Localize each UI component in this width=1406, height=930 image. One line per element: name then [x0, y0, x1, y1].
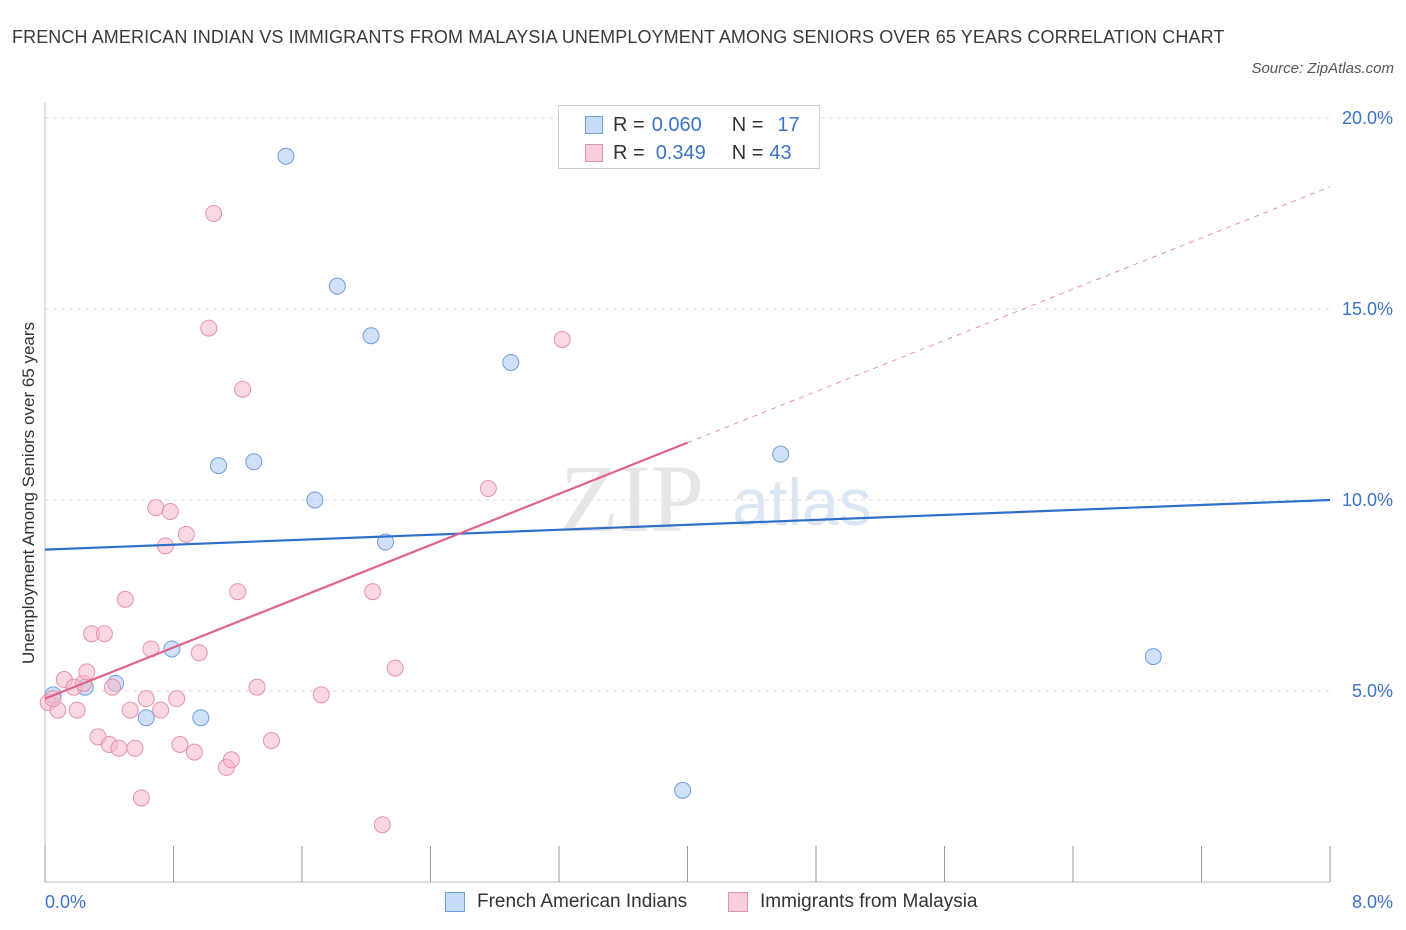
point-immigrants-from-malaysia — [312, 686, 330, 704]
legend-r-value: 0.349 — [655, 141, 706, 164]
legend-swatch-blue — [585, 116, 603, 134]
point-immigrants-from-malaysia — [161, 502, 179, 520]
series-label-blue: French American Indians — [477, 891, 688, 912]
y-tick-label: 20.0% — [1342, 108, 1393, 128]
point-french-american-indians — [306, 491, 324, 509]
point-immigrants-from-malaysia — [132, 789, 150, 807]
point-french-american-indians — [362, 327, 380, 345]
point-french-american-indians — [772, 445, 790, 463]
point-immigrants-from-malaysia — [190, 644, 208, 662]
point-immigrants-from-malaysia — [229, 583, 247, 601]
legend-r-label: R = — [613, 141, 645, 164]
y-tick-label: 10.0% — [1342, 490, 1393, 510]
point-french-american-indians — [1144, 648, 1162, 666]
trend-lines — [44, 186, 1331, 700]
point-immigrants-from-malaysia — [234, 380, 252, 398]
watermark: ZIP atlas — [560, 445, 872, 552]
axes — [44, 103, 1331, 883]
legend-swatch-pink — [585, 144, 603, 162]
point-immigrants-from-malaysia — [126, 739, 144, 757]
point-immigrants-from-malaysia — [147, 499, 165, 517]
watermark-atlas: atlas — [732, 465, 871, 539]
point-immigrants-from-malaysia — [68, 701, 86, 719]
point-immigrants-from-malaysia — [168, 690, 186, 708]
trend-line-immigrants-from-malaysia — [44, 441, 688, 700]
legend-n-label: N = — [731, 113, 764, 136]
point-immigrants-from-malaysia — [177, 525, 195, 543]
point-immigrants-from-malaysia — [200, 319, 218, 337]
legend-r-label: R = — [613, 113, 645, 136]
point-immigrants-from-malaysia — [364, 583, 382, 601]
trend-extension-immigrants-from-malaysia — [687, 186, 1331, 444]
point-french-american-indians — [137, 709, 155, 727]
point-french-american-indians — [209, 457, 227, 475]
point-immigrants-from-malaysia — [205, 205, 223, 222]
legend-row-pink: R = 0.349 N = 43 — [585, 139, 792, 167]
source-label: Source: ZipAtlas.com — [1251, 60, 1394, 77]
series-swatch-pink — [728, 892, 748, 912]
point-french-american-indians — [277, 147, 295, 165]
point-immigrants-from-malaysia — [78, 663, 96, 681]
tick-labels: 5.0% 10.0% 15.0% 20.0% 0.0% 8.0% — [45, 108, 1393, 912]
y-axis-label: Unemployment Among Seniors over 65 years — [19, 322, 38, 664]
point-immigrants-from-malaysia — [95, 625, 113, 643]
trend-line-french-american-indians — [44, 498, 1331, 551]
point-immigrants-from-malaysia — [152, 701, 170, 719]
y-tick-label: 5.0% — [1352, 681, 1393, 701]
point-immigrants-from-malaysia — [103, 678, 121, 696]
point-french-american-indians — [328, 277, 346, 295]
legend-n-value: 17 — [777, 113, 800, 136]
grid-lines — [45, 117, 1330, 692]
point-immigrants-from-malaysia — [171, 735, 189, 753]
point-immigrants-from-malaysia — [110, 739, 128, 757]
x-tick-label: 0.0% — [45, 892, 86, 912]
point-immigrants-from-malaysia — [248, 678, 266, 696]
watermark-zip: ZIP — [560, 445, 704, 552]
point-immigrants-from-malaysia — [553, 331, 571, 349]
x-tick-label: 8.0% — [1352, 892, 1393, 912]
point-french-american-indians — [674, 781, 692, 799]
legend-r-value: 0.060 — [651, 113, 702, 136]
series-legend-pink: Immigrants from Malaysia — [728, 889, 978, 915]
point-immigrants-from-malaysia — [373, 816, 391, 834]
point-immigrants-from-malaysia — [386, 659, 404, 677]
legend-n-label: N = — [731, 141, 764, 164]
point-french-american-indians — [245, 453, 263, 471]
series-label-pink: Immigrants from Malaysia — [760, 891, 978, 912]
y-tick-label: 15.0% — [1342, 299, 1393, 319]
point-french-american-indians — [192, 709, 210, 727]
series-swatch-blue — [445, 892, 465, 912]
point-immigrants-from-malaysia — [262, 732, 280, 750]
point-french-american-indians — [377, 533, 395, 551]
legend-n-value: 43 — [769, 141, 792, 164]
chart-title: FRENCH AMERICAN INDIAN VS IMMIGRANTS FRO… — [12, 27, 1225, 47]
point-immigrants-from-malaysia — [185, 743, 203, 761]
point-french-american-indians — [502, 353, 520, 371]
point-immigrants-from-malaysia — [479, 480, 497, 498]
series-legend-blue: French American Indians — [445, 889, 687, 915]
correlation-legend: R = 0.060 N = 17 R = 0.349 N = 43 — [558, 105, 820, 169]
point-immigrants-from-malaysia — [222, 751, 240, 769]
point-immigrants-from-malaysia — [121, 701, 139, 719]
point-immigrants-from-malaysia — [116, 590, 134, 608]
legend-row-blue: R = 0.060 N = 17 — [585, 111, 800, 139]
point-immigrants-from-malaysia — [137, 690, 155, 708]
